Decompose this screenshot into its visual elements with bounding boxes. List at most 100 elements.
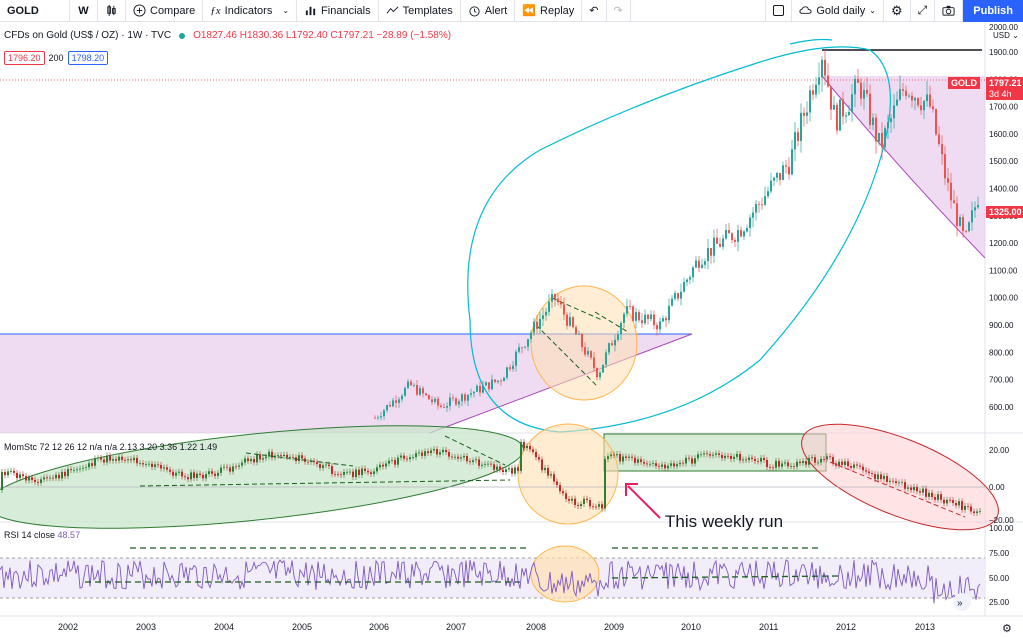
price-tick-label: 1200.00 (989, 239, 1018, 248)
momentum-bar (121, 456, 123, 460)
symbol-title: CFDs on Gold (US$ / OZ) · 1W · TVC (4, 30, 172, 41)
financials-button[interactable]: Financials (297, 0, 379, 22)
momentum-bar (958, 501, 960, 506)
chevron-down-icon: ⌄ (282, 6, 290, 15)
candle-body (806, 112, 808, 116)
snapshot-button[interactable] (935, 0, 964, 22)
rsi-legend[interactable]: RSI 14 close 48.57 (4, 530, 80, 540)
symbol-search[interactable]: GOLD (0, 0, 70, 22)
templates-button[interactable]: Templates (379, 0, 461, 22)
price-axis[interactable]: 2000.001900.001800.001700.001600.001500.… (989, 23, 1018, 607)
dashed-channel[interactable] (551, 297, 603, 321)
momentum-bar (100, 457, 102, 460)
dashed-channel[interactable] (139, 479, 511, 487)
orange-highlight[interactable] (530, 545, 600, 603)
candlestick-series (374, 48, 979, 421)
rsi-label: RSI 14 close (4, 530, 56, 540)
candle-body (761, 204, 763, 206)
compare-button[interactable]: Compare (126, 0, 204, 22)
momentum-bar (472, 460, 474, 463)
arrow-annotation[interactable] (627, 485, 661, 519)
candle-body (461, 394, 463, 402)
candle-body (929, 94, 931, 107)
scroll-to-realtime-button[interactable] (953, 593, 971, 611)
gear-icon[interactable]: ⚙ (1002, 623, 1012, 635)
undo-button[interactable]: ↶ (582, 0, 607, 22)
purple-zone-left[interactable] (0, 334, 692, 433)
ask-price[interactable]: 1798.20 (67, 51, 109, 65)
time-axis[interactable]: 2002 2003 2004 2005 2006 2007 2008 2009 2010 2011… (58, 622, 935, 632)
text-annotation[interactable]: This weekly run (665, 512, 784, 531)
candle-body (890, 118, 892, 123)
momentum-bar (142, 463, 144, 465)
purple-zone-right[interactable] (822, 76, 985, 258)
momentum-bar (178, 471, 180, 473)
momentum-bar (664, 464, 666, 469)
momentum-bar (445, 449, 447, 453)
interval-button[interactable]: W (70, 0, 98, 22)
green-ellipse[interactable] (0, 406, 528, 548)
momentum-bar (787, 462, 789, 467)
alert-button[interactable]: Alert (461, 0, 516, 22)
momentum-bar (82, 467, 84, 469)
candle-body (455, 398, 457, 405)
layout-selector[interactable]: Gold daily ⌄ (792, 0, 884, 22)
candle-body (764, 196, 766, 205)
momentum-bar (475, 459, 477, 461)
candle-body (908, 95, 910, 97)
arc-line[interactable] (821, 75, 986, 259)
redo-button[interactable]: ↷ (607, 0, 631, 22)
publish-button[interactable]: Publish (963, 0, 1023, 22)
momentum-bar (808, 457, 810, 465)
candle-body (560, 302, 562, 305)
replay-button[interactable]: ⏪ Replay (515, 0, 583, 22)
momentum-legend[interactable]: MomStc 72 12 26 12 n/a n/a 2.13 3.20 3.3… (4, 442, 218, 452)
candle-body (623, 313, 625, 323)
orange-highlight[interactable] (530, 285, 638, 401)
dashed-channel[interactable] (444, 435, 506, 466)
expand-button[interactable]: ⤢ (911, 0, 936, 22)
currency-label[interactable]: USD ⌄ (993, 31, 1019, 40)
momentum-bar (754, 458, 756, 461)
momentum-bar (775, 460, 777, 468)
momentum-bar (949, 499, 951, 501)
dashed-channel[interactable] (829, 461, 966, 518)
momentum-bar (307, 461, 309, 463)
dashed-channel[interactable] (535, 324, 599, 388)
dashed-channel[interactable] (594, 311, 629, 333)
momentum-bar (514, 467, 516, 474)
momentum-bar (343, 472, 345, 476)
momentum-bar (247, 458, 249, 462)
momentum-bar (943, 499, 945, 504)
momentum-bar (280, 455, 282, 457)
chart-type-button[interactable] (98, 0, 126, 22)
orange-highlight[interactable] (517, 423, 619, 525)
candle-body (569, 317, 571, 326)
momentum-bar (964, 505, 966, 510)
indicators-button[interactable]: ƒx Indicators ⌄ (203, 0, 298, 22)
momentum-bar (820, 458, 822, 463)
candle-body (767, 191, 769, 197)
fullscreen-toggle[interactable] (765, 0, 793, 22)
candle-body (383, 410, 385, 417)
dashed-channel[interactable] (611, 575, 841, 579)
green-rect-zone[interactable] (603, 433, 827, 472)
bid-price[interactable]: 1796.20 (4, 51, 45, 65)
candle-body (710, 248, 712, 256)
momentum-bar (97, 457, 99, 459)
candle-body (770, 180, 772, 192)
settings-button[interactable]: ⚙ (884, 0, 911, 22)
momentum-bar (883, 475, 885, 480)
candle-body (731, 233, 733, 241)
momentum-bar (49, 477, 51, 479)
red-ellipse[interactable] (788, 402, 1011, 551)
chart-canvas[interactable]: » 2000.001900.001800.001700.001600.00150… (0, 22, 1023, 638)
momentum-bar (892, 480, 894, 482)
momentum-bar (175, 472, 177, 476)
momentum-bar (817, 462, 819, 464)
momentum-bar (145, 464, 147, 465)
dashed-channel[interactable] (245, 452, 354, 467)
candle-body (683, 282, 685, 292)
momentum-bar (130, 459, 132, 461)
candle-body (947, 178, 949, 183)
